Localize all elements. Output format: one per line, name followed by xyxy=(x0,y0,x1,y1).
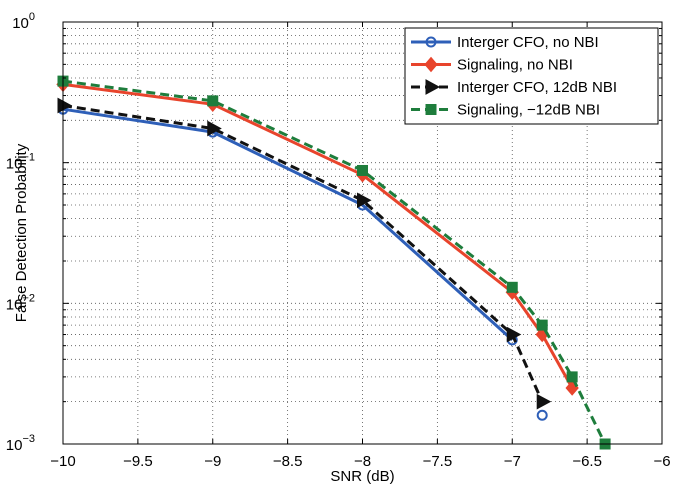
legend-marker xyxy=(424,56,438,73)
data-point xyxy=(506,281,518,293)
data-point xyxy=(207,95,219,107)
tick-labels: −10 −9.5 −9 −8.5 −8 −7.5 −7 −6.5 −6 10−3 10−2 10−1 1… xyxy=(6,11,671,470)
legend-item: Interger CFO, no NBI xyxy=(411,34,599,51)
data-point xyxy=(536,319,548,331)
x-tick-label: −9 xyxy=(204,453,221,470)
y-axis-label: False Detection Probability xyxy=(13,143,30,322)
legend-label: Interger CFO, 12dB NBI xyxy=(457,79,617,96)
series-layer xyxy=(56,75,611,450)
legend-item: Signaling, −12dB NBI xyxy=(411,102,600,119)
x-axis-label: SNR (dB) xyxy=(330,468,394,485)
legend-label: Signaling, −12dB NBI xyxy=(457,102,600,119)
y-tick-label: 10−3 xyxy=(6,433,35,454)
series-line xyxy=(62,79,607,445)
y-tick-label: 10−1 xyxy=(6,152,35,173)
series-line xyxy=(62,107,514,342)
data-point xyxy=(57,97,73,114)
x-tick-label: −10 xyxy=(50,453,75,470)
axis-ticks xyxy=(62,21,663,445)
legend-label: Signaling, no NBI xyxy=(457,57,573,74)
y-tick-label: 10−2 xyxy=(6,292,35,313)
legend-marker xyxy=(425,79,441,95)
y-tick-label: 100 xyxy=(12,11,35,32)
series-3 xyxy=(57,97,552,410)
data-point xyxy=(357,164,368,176)
series-line xyxy=(62,82,574,389)
data-point xyxy=(536,409,548,421)
series-line xyxy=(62,104,544,403)
legend-marker xyxy=(425,104,437,115)
series-4 xyxy=(57,75,611,450)
data-point xyxy=(536,393,552,410)
legend-marker xyxy=(425,36,437,48)
data-point xyxy=(566,371,578,383)
x-tick-label: −7 xyxy=(504,453,521,470)
x-tick-label: −8 xyxy=(354,453,371,470)
data-point xyxy=(207,120,222,137)
legend: Interger CFO, no NBI Signaling, no NBI Int… xyxy=(404,27,659,125)
x-tick-label: −7.5 xyxy=(423,453,453,470)
data-point xyxy=(506,326,522,343)
x-tick-label: −6 xyxy=(653,453,670,470)
data-point xyxy=(357,192,372,209)
x-tick-label: −9.5 xyxy=(123,453,153,470)
legend-item: Signaling, no NBI xyxy=(411,57,573,74)
x-tick-label: −6.5 xyxy=(572,453,602,470)
legend-item: Interger CFO, 12dB NBI xyxy=(411,79,617,96)
x-tick-label: −8.5 xyxy=(273,453,303,470)
legend-label: Interger CFO, no NBI xyxy=(457,34,599,51)
